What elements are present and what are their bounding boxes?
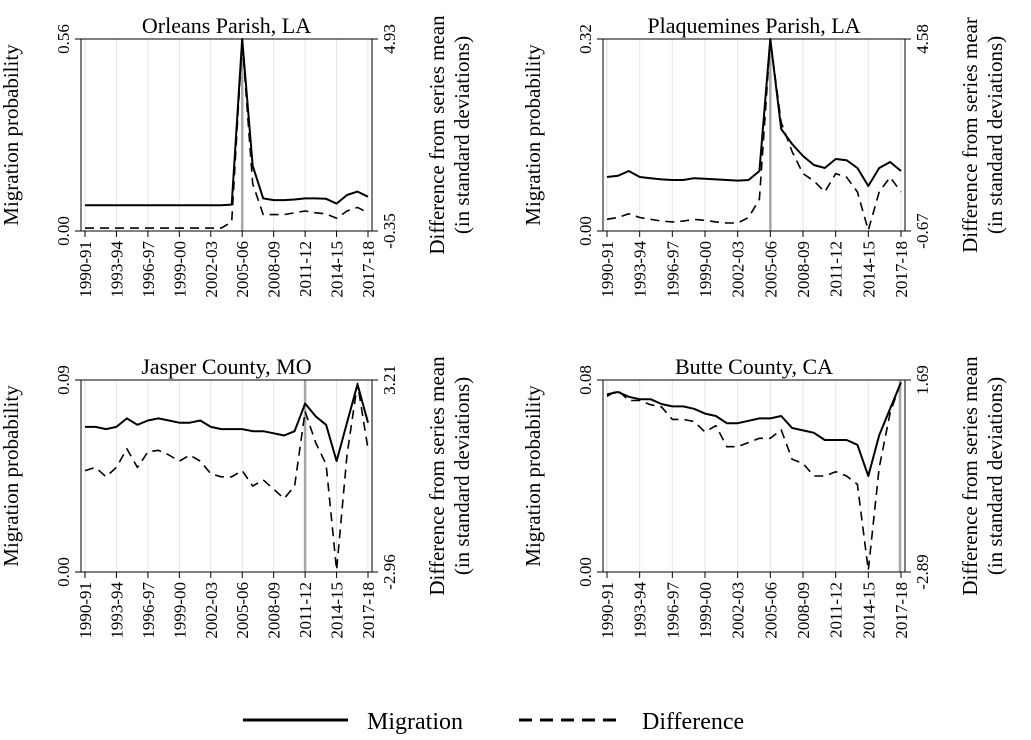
x-tick-label: 2011-12 <box>827 241 846 297</box>
y-tick-label: 0.32 <box>576 24 595 54</box>
y2-axis-label-line1: Difference from series mear <box>958 17 982 253</box>
legend: Migration Difference <box>243 709 744 735</box>
x-tick-label: 2017-18 <box>359 241 378 298</box>
panel-3: 0.00 0.09 -2.96 3.21 1990-91 1993-94 1996-97 19… <box>0 354 474 639</box>
x-tick-label: 2008-09 <box>265 241 284 298</box>
x-tick-label: 1999-00 <box>170 241 189 298</box>
panels: 0.00 0.56 -0.35 4.93 1990-91 1993-94 1996-97 19… <box>0 13 1007 639</box>
plot-frame <box>602 379 906 573</box>
y-tick-label: 0.00 <box>576 216 595 246</box>
x-tick-label: 2017-18 <box>892 582 911 639</box>
x-tick-label: 2014-15 <box>328 241 347 298</box>
panel-1: 0.00 0.56 -0.35 4.93 1990-91 1993-94 1996-97 19… <box>0 13 474 298</box>
x-tick-label: 2002-03 <box>202 241 221 298</box>
y-tick-label: 0.08 <box>576 365 595 395</box>
series-line-difference <box>606 381 902 572</box>
x-tick-label: 1999-00 <box>696 241 715 298</box>
series-line-migration <box>85 383 369 463</box>
x-tick-label: 2002-03 <box>729 241 748 298</box>
x-tick-label: 2008-09 <box>265 582 284 639</box>
y-tick-label: 0.00 <box>576 557 595 587</box>
y2-tick-label: 3.21 <box>380 365 399 395</box>
panel-title: Jasper County, MO <box>141 354 311 379</box>
x-tick-label: 2005-06 <box>761 241 780 298</box>
y-axis-label: Migration probability <box>521 385 545 567</box>
y-axis-label: Migration probability <box>0 385 23 567</box>
x-tick-label: 1990-91 <box>76 582 95 639</box>
x-tick-label: 2017-18 <box>892 241 911 298</box>
panel-title: Orleans Parish, LA <box>142 13 311 38</box>
y2-tick-label: -0.67 <box>913 213 932 249</box>
legend-label-migration: Migration <box>367 709 463 735</box>
y2-axis-label-line1: Difference from series mean <box>958 356 982 596</box>
x-tick-label: 2005-06 <box>233 582 252 639</box>
y2-tick-label: 1.69 <box>913 365 932 395</box>
y2-tick-label: -2.96 <box>380 554 399 589</box>
y2-axis-label-line1: Difference from series mean <box>425 356 449 596</box>
y-tick-label: 0.00 <box>54 216 73 246</box>
panel-4: 0.00 0.08 -2.89 1.69 1990-91 1993-94 1996-97 19… <box>521 354 1007 639</box>
series-line-difference <box>84 382 369 571</box>
x-tick-label: 2014-15 <box>859 241 878 298</box>
x-tick-label: 2014-15 <box>328 582 347 639</box>
y-axis-label: Migration probability <box>0 44 23 226</box>
x-tick-label: 2014-15 <box>859 582 878 639</box>
y-tick-label: 0.09 <box>54 365 73 395</box>
x-tick-label: 1999-00 <box>696 582 715 639</box>
x-tick-label: 2011-12 <box>827 582 846 638</box>
x-tick-label: 1996-97 <box>139 582 158 639</box>
x-tick-label: 1996-97 <box>139 241 158 298</box>
x-tick-label: 2011-12 <box>296 241 315 297</box>
y-tick-label: 0.56 <box>54 24 73 54</box>
panel-title: Butte County, CA <box>675 354 833 379</box>
x-tick-label: 2005-06 <box>233 241 252 298</box>
series-line-migration <box>85 38 369 207</box>
x-tick-label: 1990-91 <box>598 582 617 639</box>
y-axis-label: Migration probability <box>521 44 545 226</box>
y2-tick-label: 4.58 <box>913 24 932 54</box>
x-tick-label: 2011-12 <box>296 582 315 638</box>
y2-tick-label: 4.93 <box>380 24 399 54</box>
y2-axis-label-line1: Difference from series mean <box>425 15 449 255</box>
series-line-migration <box>606 38 902 187</box>
y2-axis-label-line2: (in standard deviations) <box>450 377 474 575</box>
x-tick-label: 1993-94 <box>631 582 650 639</box>
x-tick-label: 2002-03 <box>202 582 221 639</box>
panel-2: 0.00 0.32 -0.67 4.58 1990-91 1993-94 1996-97 19… <box>521 13 1007 298</box>
x-tick-label: 2008-09 <box>794 582 813 639</box>
x-tick-label: 1993-94 <box>107 582 126 639</box>
x-tick-label: 1990-91 <box>598 241 617 298</box>
x-tick-label: 1993-94 <box>631 241 650 298</box>
x-tick-label: 1996-97 <box>663 582 682 639</box>
y2-axis-label-line2: (in standard deviations) <box>450 36 474 234</box>
x-tick-label: 1999-00 <box>170 582 189 639</box>
x-tick-label: 1990-91 <box>76 241 95 298</box>
x-tick-label: 2017-18 <box>359 582 378 639</box>
x-tick-label: 1993-94 <box>107 241 126 298</box>
x-tick-label: 2005-06 <box>761 582 780 639</box>
plot-frame <box>80 379 373 573</box>
y2-axis-label-line2: (in standard deviations) <box>983 377 1007 575</box>
legend-label-difference: Difference <box>642 709 744 735</box>
series-line-migration <box>606 382 902 477</box>
series-line-difference <box>606 39 902 232</box>
y2-tick-label: -0.35 <box>380 213 399 248</box>
x-tick-label: 1996-97 <box>663 241 682 298</box>
plot-frame <box>80 38 373 232</box>
x-tick-label: 2008-09 <box>794 241 813 298</box>
plot-frame <box>602 38 906 232</box>
y2-axis-label-line2: (in standard deviations) <box>983 36 1007 234</box>
y-tick-label: 0.00 <box>54 557 73 587</box>
series-line-difference <box>85 41 369 229</box>
panel-title: Plaquemines Parish, LA <box>647 13 860 38</box>
x-tick-label: 2002-03 <box>729 582 748 639</box>
y2-tick-label: -2.89 <box>913 554 932 589</box>
